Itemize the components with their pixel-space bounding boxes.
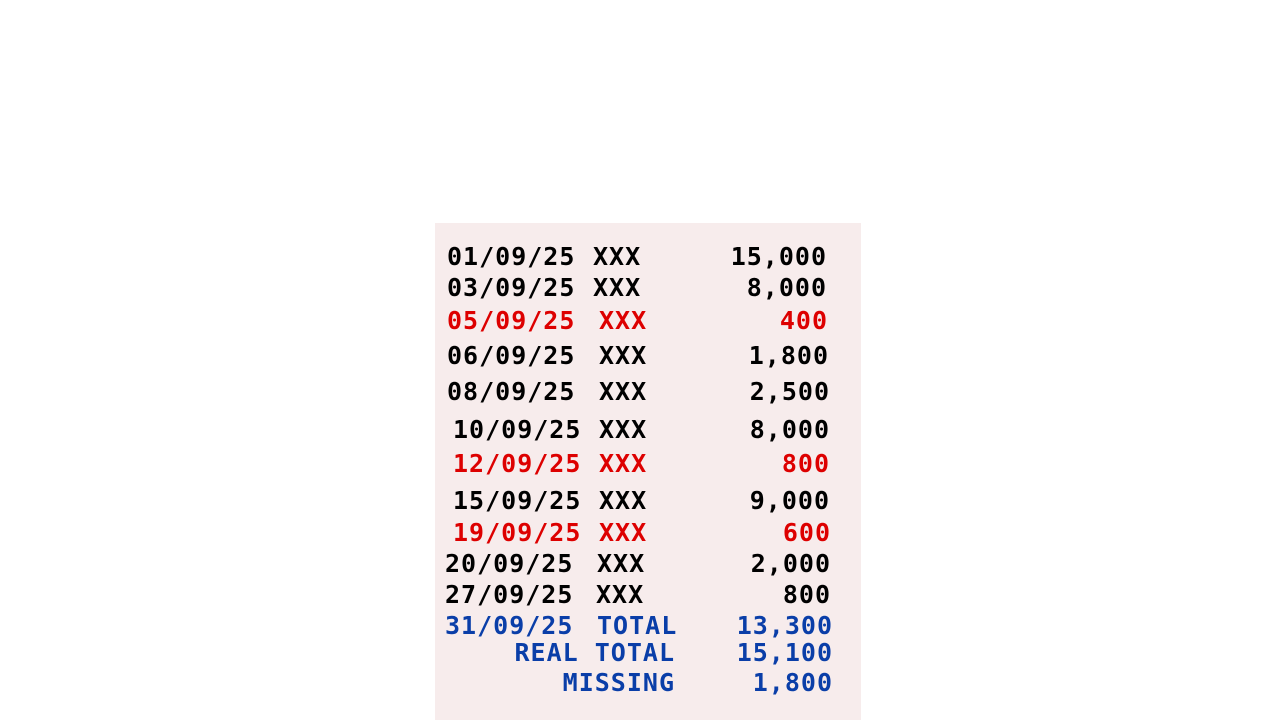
row-date: 01/09/25 [447, 242, 576, 271]
total-row: 31/09/25 TOTAL 13,300 [435, 611, 861, 641]
row-description: XXX [599, 449, 648, 478]
row-amount: 2,500 [749, 377, 830, 406]
row-description: XXX [599, 486, 648, 515]
missing-row: MISSING 1,800 [435, 668, 861, 698]
row-description: XXX [599, 341, 648, 370]
missing-label: MISSING [562, 668, 675, 697]
ledger-row: 27/09/25 XXX 800 [435, 580, 861, 610]
row-description: XXX [599, 377, 648, 406]
row-date: 05/09/25 [447, 306, 576, 335]
row-date: 20/09/25 [445, 549, 574, 578]
row-amount: 800 [782, 580, 831, 609]
row-date: 15/09/25 [453, 486, 582, 515]
missing-amount: 1,800 [752, 668, 833, 697]
total-amount: 13,300 [736, 611, 833, 640]
row-description: XXX [599, 415, 648, 444]
row-amount: 9,000 [749, 486, 830, 515]
total-label: TOTAL [597, 611, 678, 640]
ledger-row: 05/09/25 XXX 400 [435, 306, 861, 336]
row-description: XXX [593, 242, 642, 271]
row-date: 12/09/25 [453, 449, 582, 478]
real-total-label: REAL TOTAL [514, 638, 675, 667]
ledger-row: 15/09/25 XXX 9,000 [435, 486, 861, 516]
row-date: 27/09/25 [445, 580, 574, 609]
ledger-row: 12/09/25 XXX 800 [435, 449, 861, 479]
row-date: 10/09/25 [453, 415, 582, 444]
real-total-row: REAL TOTAL 15,100 [435, 638, 861, 668]
row-description: XXX [593, 273, 642, 302]
row-description: XXX [597, 549, 646, 578]
total-date: 31/09/25 [445, 611, 574, 640]
row-date: 08/09/25 [447, 377, 576, 406]
ledger-row: 19/09/25 XXX 600 [435, 518, 861, 548]
row-amount: 600 [782, 518, 831, 547]
ledger-row: 20/09/25 XXX 2,000 [435, 549, 861, 579]
ledger-row: 03/09/25 XXX 8,000 [435, 273, 861, 303]
ledger-row: 10/09/25 XXX 8,000 [435, 415, 861, 445]
row-date: 06/09/25 [447, 341, 576, 370]
row-amount: 800 [781, 449, 830, 478]
row-description: XXX [599, 518, 648, 547]
row-date: 19/09/25 [453, 518, 582, 547]
row-amount: 400 [779, 306, 828, 335]
real-total-amount: 15,100 [736, 638, 833, 667]
row-amount: 8,000 [749, 415, 830, 444]
row-description: XXX [599, 306, 648, 335]
row-amount: 8,000 [746, 273, 827, 302]
row-amount: 15,000 [730, 242, 827, 271]
ledger-panel: 01/09/25 XXX 15,000 03/09/25 XXX 8,000 0… [435, 223, 861, 720]
row-date: 03/09/25 [447, 273, 576, 302]
row-amount: 2,000 [750, 549, 831, 578]
ledger-row: 08/09/25 XXX 2,500 [435, 377, 861, 407]
ledger-row: 01/09/25 XXX 15,000 [435, 242, 861, 272]
row-description: XXX [596, 580, 645, 609]
ledger-row: 06/09/25 XXX 1,800 [435, 341, 861, 371]
row-amount: 1,800 [748, 341, 829, 370]
